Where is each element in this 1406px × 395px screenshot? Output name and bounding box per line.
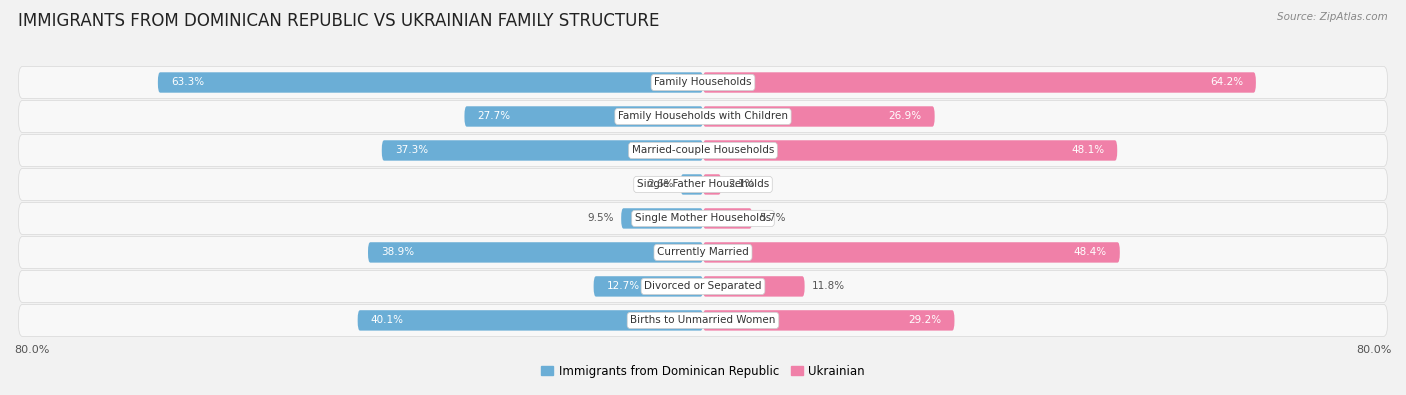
FancyBboxPatch shape bbox=[157, 72, 703, 93]
Text: Family Households: Family Households bbox=[654, 77, 752, 87]
FancyBboxPatch shape bbox=[18, 271, 1388, 303]
Text: 63.3%: 63.3% bbox=[170, 77, 204, 87]
FancyBboxPatch shape bbox=[18, 237, 1388, 269]
Text: 11.8%: 11.8% bbox=[811, 281, 845, 292]
FancyBboxPatch shape bbox=[703, 310, 955, 331]
FancyBboxPatch shape bbox=[357, 310, 703, 331]
Text: 48.4%: 48.4% bbox=[1074, 247, 1107, 258]
Text: 27.7%: 27.7% bbox=[478, 111, 510, 122]
FancyBboxPatch shape bbox=[593, 276, 703, 297]
Text: Single Mother Households: Single Mother Households bbox=[636, 213, 770, 224]
FancyBboxPatch shape bbox=[18, 203, 1388, 234]
Text: 5.7%: 5.7% bbox=[759, 213, 786, 224]
FancyBboxPatch shape bbox=[464, 106, 703, 127]
Text: 48.1%: 48.1% bbox=[1071, 145, 1104, 156]
Text: Currently Married: Currently Married bbox=[657, 247, 749, 258]
Text: IMMIGRANTS FROM DOMINICAN REPUBLIC VS UKRAINIAN FAMILY STRUCTURE: IMMIGRANTS FROM DOMINICAN REPUBLIC VS UK… bbox=[18, 12, 659, 30]
Text: 2.1%: 2.1% bbox=[728, 179, 755, 190]
Text: 38.9%: 38.9% bbox=[381, 247, 413, 258]
FancyBboxPatch shape bbox=[703, 208, 752, 229]
FancyBboxPatch shape bbox=[621, 208, 703, 229]
FancyBboxPatch shape bbox=[18, 66, 1388, 98]
Text: Source: ZipAtlas.com: Source: ZipAtlas.com bbox=[1277, 12, 1388, 22]
Text: Births to Unmarried Women: Births to Unmarried Women bbox=[630, 316, 776, 325]
Legend: Immigrants from Dominican Republic, Ukrainian: Immigrants from Dominican Republic, Ukra… bbox=[536, 360, 870, 383]
Text: 80.0%: 80.0% bbox=[14, 345, 49, 355]
Text: Divorced or Separated: Divorced or Separated bbox=[644, 281, 762, 292]
FancyBboxPatch shape bbox=[703, 276, 804, 297]
Text: Married-couple Households: Married-couple Households bbox=[631, 145, 775, 156]
Text: 26.9%: 26.9% bbox=[889, 111, 922, 122]
FancyBboxPatch shape bbox=[18, 134, 1388, 166]
FancyBboxPatch shape bbox=[368, 242, 703, 263]
Text: 29.2%: 29.2% bbox=[908, 316, 942, 325]
Text: 64.2%: 64.2% bbox=[1209, 77, 1243, 87]
FancyBboxPatch shape bbox=[681, 174, 703, 195]
Text: 12.7%: 12.7% bbox=[606, 281, 640, 292]
Text: 40.1%: 40.1% bbox=[371, 316, 404, 325]
Text: 80.0%: 80.0% bbox=[1357, 345, 1392, 355]
FancyBboxPatch shape bbox=[703, 174, 721, 195]
Text: Family Households with Children: Family Households with Children bbox=[619, 111, 787, 122]
FancyBboxPatch shape bbox=[703, 242, 1119, 263]
FancyBboxPatch shape bbox=[703, 140, 1118, 161]
FancyBboxPatch shape bbox=[382, 140, 703, 161]
FancyBboxPatch shape bbox=[18, 305, 1388, 337]
Text: 37.3%: 37.3% bbox=[395, 145, 427, 156]
FancyBboxPatch shape bbox=[703, 72, 1256, 93]
Text: 2.6%: 2.6% bbox=[647, 179, 673, 190]
Text: Single Father Households: Single Father Households bbox=[637, 179, 769, 190]
FancyBboxPatch shape bbox=[18, 169, 1388, 200]
FancyBboxPatch shape bbox=[703, 106, 935, 127]
FancyBboxPatch shape bbox=[18, 100, 1388, 132]
Text: 9.5%: 9.5% bbox=[588, 213, 614, 224]
